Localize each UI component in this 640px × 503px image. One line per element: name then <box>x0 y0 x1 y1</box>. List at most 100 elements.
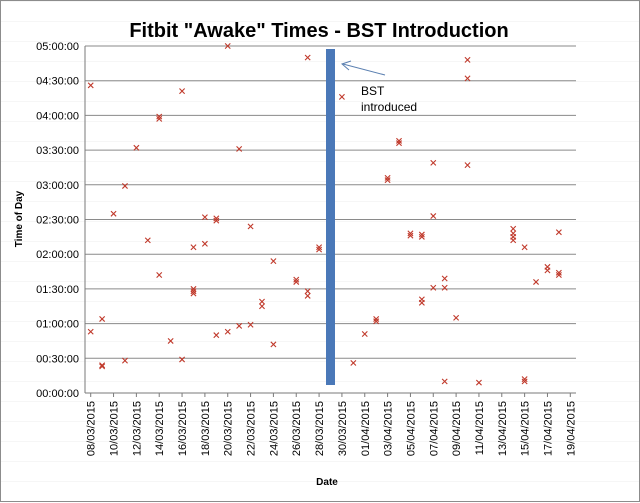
data-point <box>133 144 140 151</box>
data-point-stroke-b <box>247 321 254 328</box>
data-point <box>247 321 254 328</box>
y-tick-label: 03:30:00 <box>36 145 79 157</box>
x-tick-label: 28/03/2015 <box>314 401 326 456</box>
data-point-stroke-b <box>510 225 517 232</box>
data-point <box>350 359 357 366</box>
data-point <box>236 322 243 329</box>
x-tick-label: 01/04/2015 <box>360 401 372 456</box>
data-point-stroke-b <box>521 244 528 251</box>
data-point-stroke-b <box>293 278 300 285</box>
data-point <box>441 378 448 385</box>
data-point-stroke-b <box>361 331 368 337</box>
data-point <box>441 275 448 282</box>
data-point <box>99 363 106 370</box>
data-point-stroke-b <box>236 145 243 152</box>
data-point <box>270 258 277 265</box>
data-point <box>384 177 391 184</box>
x-tick-label: 20/03/2015 <box>223 401 235 456</box>
data-point-stroke-b <box>544 263 551 270</box>
x-tick-label: 13/04/2015 <box>497 401 509 456</box>
data-point-stroke-b <box>99 362 106 369</box>
x-axis-title: Date <box>316 477 338 488</box>
data-point-stroke-b <box>304 292 311 299</box>
data-point <box>418 233 425 240</box>
data-point-stroke-b <box>521 376 528 383</box>
x-tick-label: 14/03/2015 <box>154 401 166 456</box>
x-tick-label: 22/03/2015 <box>246 401 258 456</box>
data-point-stroke-b <box>418 296 425 303</box>
data-point-stroke-b <box>99 315 106 322</box>
data-point-stroke-b <box>87 328 94 335</box>
data-point-stroke-b <box>156 272 163 279</box>
x-tick-labels: 08/03/2015 10/03/2015 12/03/2015 14/03/2015… <box>86 393 577 456</box>
data-point-stroke-b <box>110 210 117 217</box>
y-tick-label: 01:30:00 <box>36 284 79 296</box>
data-point-stroke-b <box>441 284 448 291</box>
data-point <box>430 213 437 220</box>
y-tick-label: 01:00:00 <box>36 319 79 331</box>
y-tick-label: 00:30:00 <box>36 353 79 365</box>
x-tick-label: 19/04/2015 <box>565 401 577 456</box>
x-tick-label: 30/03/2015 <box>337 401 349 456</box>
y-tick-label: 02:30:00 <box>36 215 79 227</box>
data-point <box>430 159 437 166</box>
x-tick-label: 09/04/2015 <box>451 401 463 456</box>
data-point <box>316 244 323 251</box>
data-point-stroke-b <box>555 269 562 276</box>
x-tick-label: 12/03/2015 <box>131 401 143 456</box>
data-point <box>544 263 551 270</box>
data-point <box>224 328 231 335</box>
data-point <box>475 379 482 386</box>
x-tick-label: 07/04/2015 <box>428 401 440 456</box>
y-tick-label: 04:30:00 <box>36 76 79 88</box>
data-point <box>247 223 254 230</box>
data-point-stroke-b <box>304 288 311 295</box>
bst-bar <box>326 49 335 385</box>
data-point <box>555 229 562 236</box>
annotation-arrowhead <box>341 60 352 71</box>
data-point-stroke-b <box>121 182 128 189</box>
data-point-stroke-b <box>190 288 197 295</box>
data-point-stroke-b <box>418 233 425 240</box>
data-point-stroke-b <box>270 341 277 348</box>
data-point <box>293 276 300 283</box>
data-point <box>167 337 174 344</box>
data-point <box>99 315 106 322</box>
data-point <box>338 93 345 100</box>
data-point <box>179 356 186 363</box>
data-point <box>304 288 311 295</box>
data-point <box>190 288 197 295</box>
y-tick-label: 00:00:00 <box>36 388 79 400</box>
data-point-stroke-b <box>304 54 311 61</box>
x-tick-label: 11/04/2015 <box>474 401 486 455</box>
bst-annotation: BST introduced <box>341 60 417 114</box>
data-point-stroke-b <box>453 314 460 321</box>
data-point <box>190 244 197 251</box>
data-point <box>521 376 528 383</box>
data-point-stroke-b <box>441 378 448 385</box>
data-point <box>361 331 368 337</box>
data-point-stroke-b <box>430 213 437 220</box>
data-point-stroke-b <box>190 285 197 292</box>
data-point <box>258 303 265 310</box>
data-point <box>464 75 471 82</box>
data-point-stroke-b <box>316 246 323 253</box>
data-point-stroke-b <box>407 232 414 239</box>
data-point-stroke-b <box>464 75 471 82</box>
data-point-stroke-b <box>464 56 471 63</box>
data-point <box>213 332 220 339</box>
data-point <box>373 315 380 322</box>
x-tick-label: 05/04/2015 <box>405 401 417 456</box>
data-point-stroke-b <box>338 93 345 100</box>
data-point <box>213 215 220 222</box>
data-point-stroke-b <box>316 244 323 251</box>
data-point-stroke-b <box>179 356 186 363</box>
data-point-stroke-b <box>521 378 528 385</box>
data-point-stroke-b <box>418 231 425 238</box>
data-point <box>99 362 106 369</box>
data-point <box>407 230 414 237</box>
data-point-stroke-b <box>441 275 448 282</box>
data-point <box>121 182 128 189</box>
